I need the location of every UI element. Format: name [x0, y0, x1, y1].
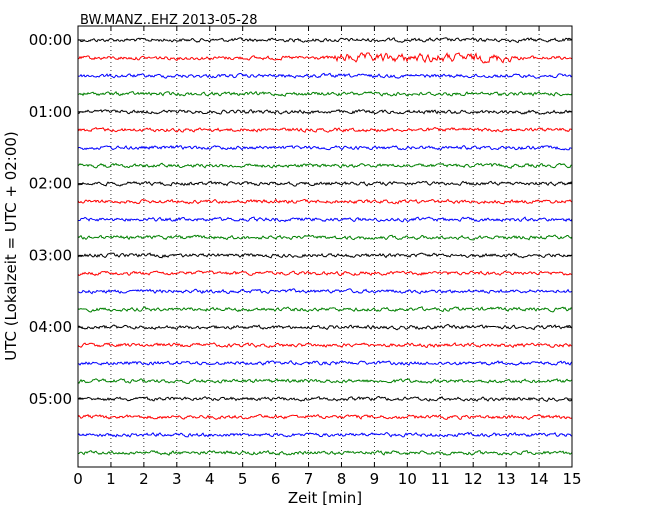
- y-tick-label: 00:00: [29, 31, 72, 49]
- trace-line: [77, 413, 573, 420]
- traces: [77, 37, 573, 456]
- x-tick-label: 8: [337, 470, 347, 488]
- x-tick-label: 7: [304, 470, 314, 488]
- y-tick-label: 02:00: [29, 175, 72, 193]
- x-tick-label: 5: [238, 470, 248, 488]
- trace-line: [77, 342, 573, 349]
- x-axis-label: Zeit [min]: [288, 489, 362, 507]
- trace-line: [77, 252, 573, 259]
- y-tick-label: 03:00: [29, 246, 72, 264]
- y-axis-label: UTC (Lokalzeit = UTC + 02:00): [2, 131, 20, 361]
- x-tick-label: 0: [73, 470, 83, 488]
- x-tick-label: 4: [205, 470, 215, 488]
- trace-line: [77, 270, 573, 277]
- x-tick-label: 15: [562, 470, 581, 488]
- x-axis: 0 1 2 3 4 5 6 7 8 9 10 11 12 13 14 15: [73, 26, 582, 488]
- x-tick-label: 14: [530, 470, 549, 488]
- trace-line: [77, 180, 573, 187]
- x-tick-label: 13: [497, 470, 516, 488]
- trace-line: [77, 323, 573, 331]
- trace-line: [77, 395, 573, 402]
- trace-line: [77, 306, 573, 313]
- trace-line: [77, 378, 573, 385]
- trace-line: [77, 52, 573, 64]
- trace-line: [77, 90, 573, 97]
- trace-line: [77, 162, 573, 169]
- x-tick-label: 9: [370, 470, 380, 488]
- y-tick-label: 04:00: [29, 318, 72, 336]
- x-tick-label: 11: [431, 470, 450, 488]
- trace-line: [77, 72, 573, 79]
- trace-line: [77, 108, 573, 115]
- x-tick-label: 6: [271, 470, 281, 488]
- trace-line: [77, 37, 573, 44]
- trace-line: [77, 360, 573, 366]
- x-tick-label: 10: [398, 470, 417, 488]
- x-tick-label: 2: [139, 470, 149, 488]
- y-tick-label: 01:00: [29, 103, 72, 121]
- grid: [110, 26, 540, 467]
- trace-line: [77, 126, 573, 133]
- trace-line: [77, 144, 573, 151]
- trace-line: [77, 198, 573, 205]
- x-tick-label: 3: [172, 470, 182, 488]
- plot-frame: [77, 25, 573, 468]
- chart-title: BW.MANZ..EHZ 2013-05-28: [80, 13, 258, 28]
- trace-line: [78, 449, 573, 456]
- trace-line: [77, 288, 573, 295]
- x-tick-label: 1: [106, 470, 116, 488]
- y-axis: 00:00 01:00 02:00 03:00 04:00 05:00: [29, 31, 572, 408]
- x-tick-label: 12: [464, 470, 483, 488]
- y-tick-label: 05:00: [29, 390, 72, 408]
- trace-line: [77, 431, 573, 438]
- trace-line: [77, 234, 573, 241]
- trace-line: [77, 216, 573, 223]
